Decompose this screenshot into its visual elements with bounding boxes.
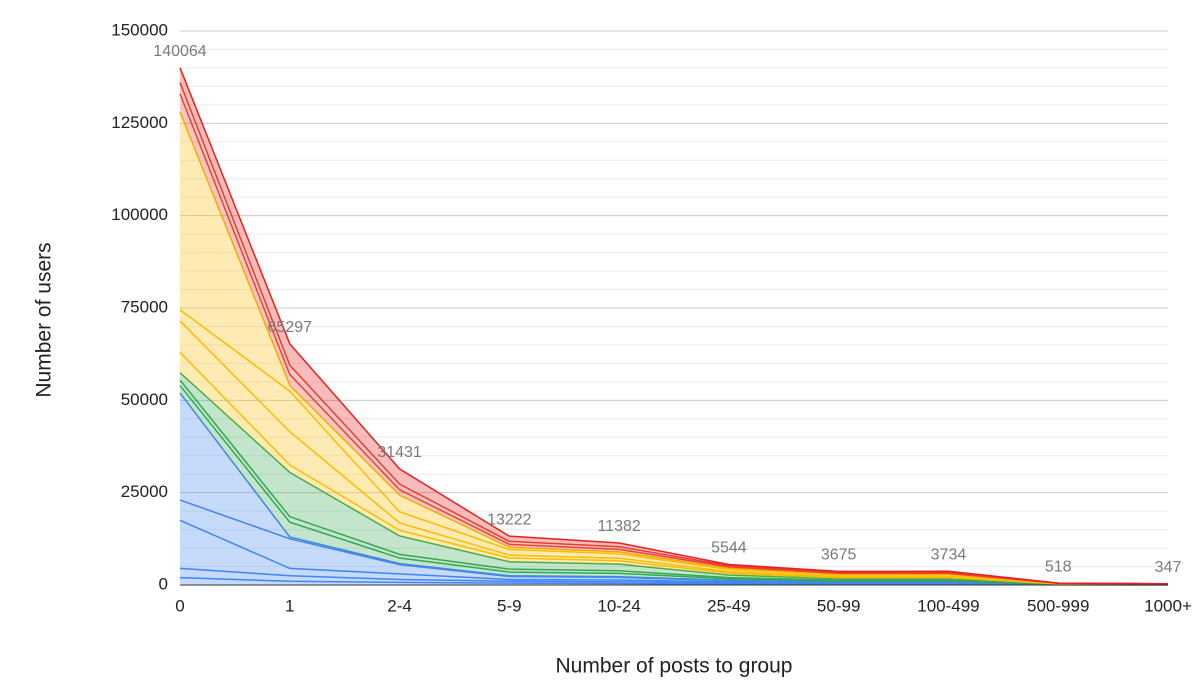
x-tick-label: 10-24 xyxy=(597,596,640,615)
y-tick-label: 25000 xyxy=(121,482,168,501)
x-axis-title: Number of posts to group xyxy=(556,655,793,678)
x-tick-label: 25-49 xyxy=(707,596,750,615)
y-tick-label: 150000 xyxy=(111,20,168,39)
y-tick-label: 0 xyxy=(159,574,168,593)
x-tick-label: 2-4 xyxy=(387,596,412,615)
area-line xyxy=(179,67,1169,585)
total-label: 518 xyxy=(1045,558,1072,575)
y-tick-label: 125000 xyxy=(111,113,168,132)
x-tick-label: 0 xyxy=(175,596,184,615)
total-label: 3675 xyxy=(821,547,857,564)
x-tick-label: 1000+ xyxy=(1144,596,1192,615)
y-tick-label: 75000 xyxy=(121,297,168,316)
x-tick-label: 5-9 xyxy=(497,596,522,615)
area-line xyxy=(179,320,1169,585)
y-tick-label: 50000 xyxy=(121,390,168,409)
x-tick-label: 100-499 xyxy=(917,596,979,615)
total-label: 13222 xyxy=(487,511,532,528)
y-tick-label: 100000 xyxy=(111,205,168,224)
x-tick-label: 500-999 xyxy=(1027,596,1089,615)
total-label: 11382 xyxy=(597,518,640,535)
area xyxy=(180,568,1168,585)
total-label: 140064 xyxy=(153,43,206,60)
x-tick-label: 50-99 xyxy=(817,596,860,615)
total-label: 65297 xyxy=(268,319,313,336)
total-label: 3734 xyxy=(931,546,967,563)
area-line xyxy=(179,379,1169,586)
total-label: 5544 xyxy=(711,540,747,557)
y-axis-title: Number of users xyxy=(33,242,56,397)
total-label: 347 xyxy=(1155,559,1182,576)
total-label: 31431 xyxy=(377,444,422,461)
x-tick-label: 1 xyxy=(285,596,294,615)
